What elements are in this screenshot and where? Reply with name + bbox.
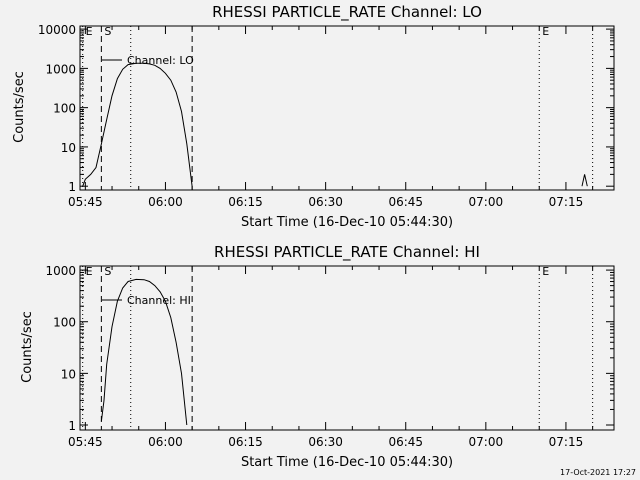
panel-hi-title: RHESSI PARTICLE_RATE Channel: HI (214, 243, 480, 262)
lo-x-tick-label: 06:00 (148, 195, 183, 209)
hi-marker-label: E (542, 265, 549, 278)
footer-timestamp: 17-Oct-2021 17:27 (560, 468, 636, 477)
hi-legend-label: Channel: HI (127, 294, 191, 307)
lo-y-tick-label: 1000 (45, 62, 76, 76)
lo-marker-label: E (542, 25, 549, 38)
lo-y-tick-label: 100 (53, 102, 76, 116)
lo-plot-frame (79, 25, 615, 191)
hi-x-tick-label: 06:45 (388, 435, 423, 449)
hi-x-tick-label: 07:15 (549, 435, 584, 449)
lo-y-tick-label: 10000 (38, 23, 76, 37)
lo-series-line (581, 174, 588, 187)
lo-y-tick-label: 1 (68, 180, 76, 194)
panel-hi: RHESSI PARTICLE_RATE Channel: HI 05:45 06… (20, 243, 615, 470)
lo-marker-label: S (104, 25, 111, 38)
hi-y-tick-label: 1000 (45, 264, 76, 278)
hi-marker-label: E (86, 265, 93, 278)
lo-y-tick-label: 10 (61, 141, 76, 155)
hi-y-tick-label: 1 (68, 419, 76, 433)
hi-x-tick-label: 07:00 (469, 435, 504, 449)
lo-legend-label: Channel: LO (127, 54, 194, 67)
hi-x-tick-label: 06:00 (148, 435, 183, 449)
panel-lo-plot-area: 05:45 06:00 06:15 06:30 06:45 07:00 07:15 1 10 10… (38, 23, 615, 209)
panel-lo: RHESSI PARTICLE_RATE Channel: LO 05:45 06… (12, 3, 615, 230)
hi-y-tick-label: 100 (53, 316, 76, 330)
panel-lo-title: RHESSI PARTICLE_RATE Channel: LO (212, 3, 482, 22)
hi-plot-frame (79, 265, 615, 431)
panel-lo-y-axis-label: Counts/sec (12, 71, 27, 143)
hi-series-line (100, 278, 188, 426)
hi-x-tick-label: 06:30 (308, 435, 343, 449)
hi-x-tick-label: 05:45 (68, 435, 103, 449)
lo-marker-label: E (86, 25, 93, 38)
lo-x-tick-label: 07:15 (549, 195, 584, 209)
lo-x-tick-label: 07:00 (469, 195, 504, 209)
hi-y-tick-label: 10 (61, 367, 76, 381)
lo-x-tick-label: 05:45 (68, 195, 103, 209)
lo-x-tick-label: 06:30 (308, 195, 343, 209)
panel-lo-x-axis-label: Start Time (16-Dec-10 05:44:30) (241, 215, 453, 230)
panel-hi-plot-area: 05:45 06:00 06:15 06:30 06:45 07:00 07:15 1 10 10… (45, 264, 615, 449)
hi-marker-label: S (104, 265, 111, 278)
hi-x-tick-label: 06:15 (228, 435, 263, 449)
lo-series-line (82, 62, 193, 187)
lo-x-tick-label: 06:15 (228, 195, 263, 209)
panel-hi-x-axis-label: Start Time (16-Dec-10 05:44:30) (241, 455, 453, 470)
lo-x-tick-label: 06:45 (388, 195, 423, 209)
panel-hi-y-axis-label: Counts/sec (20, 311, 35, 383)
